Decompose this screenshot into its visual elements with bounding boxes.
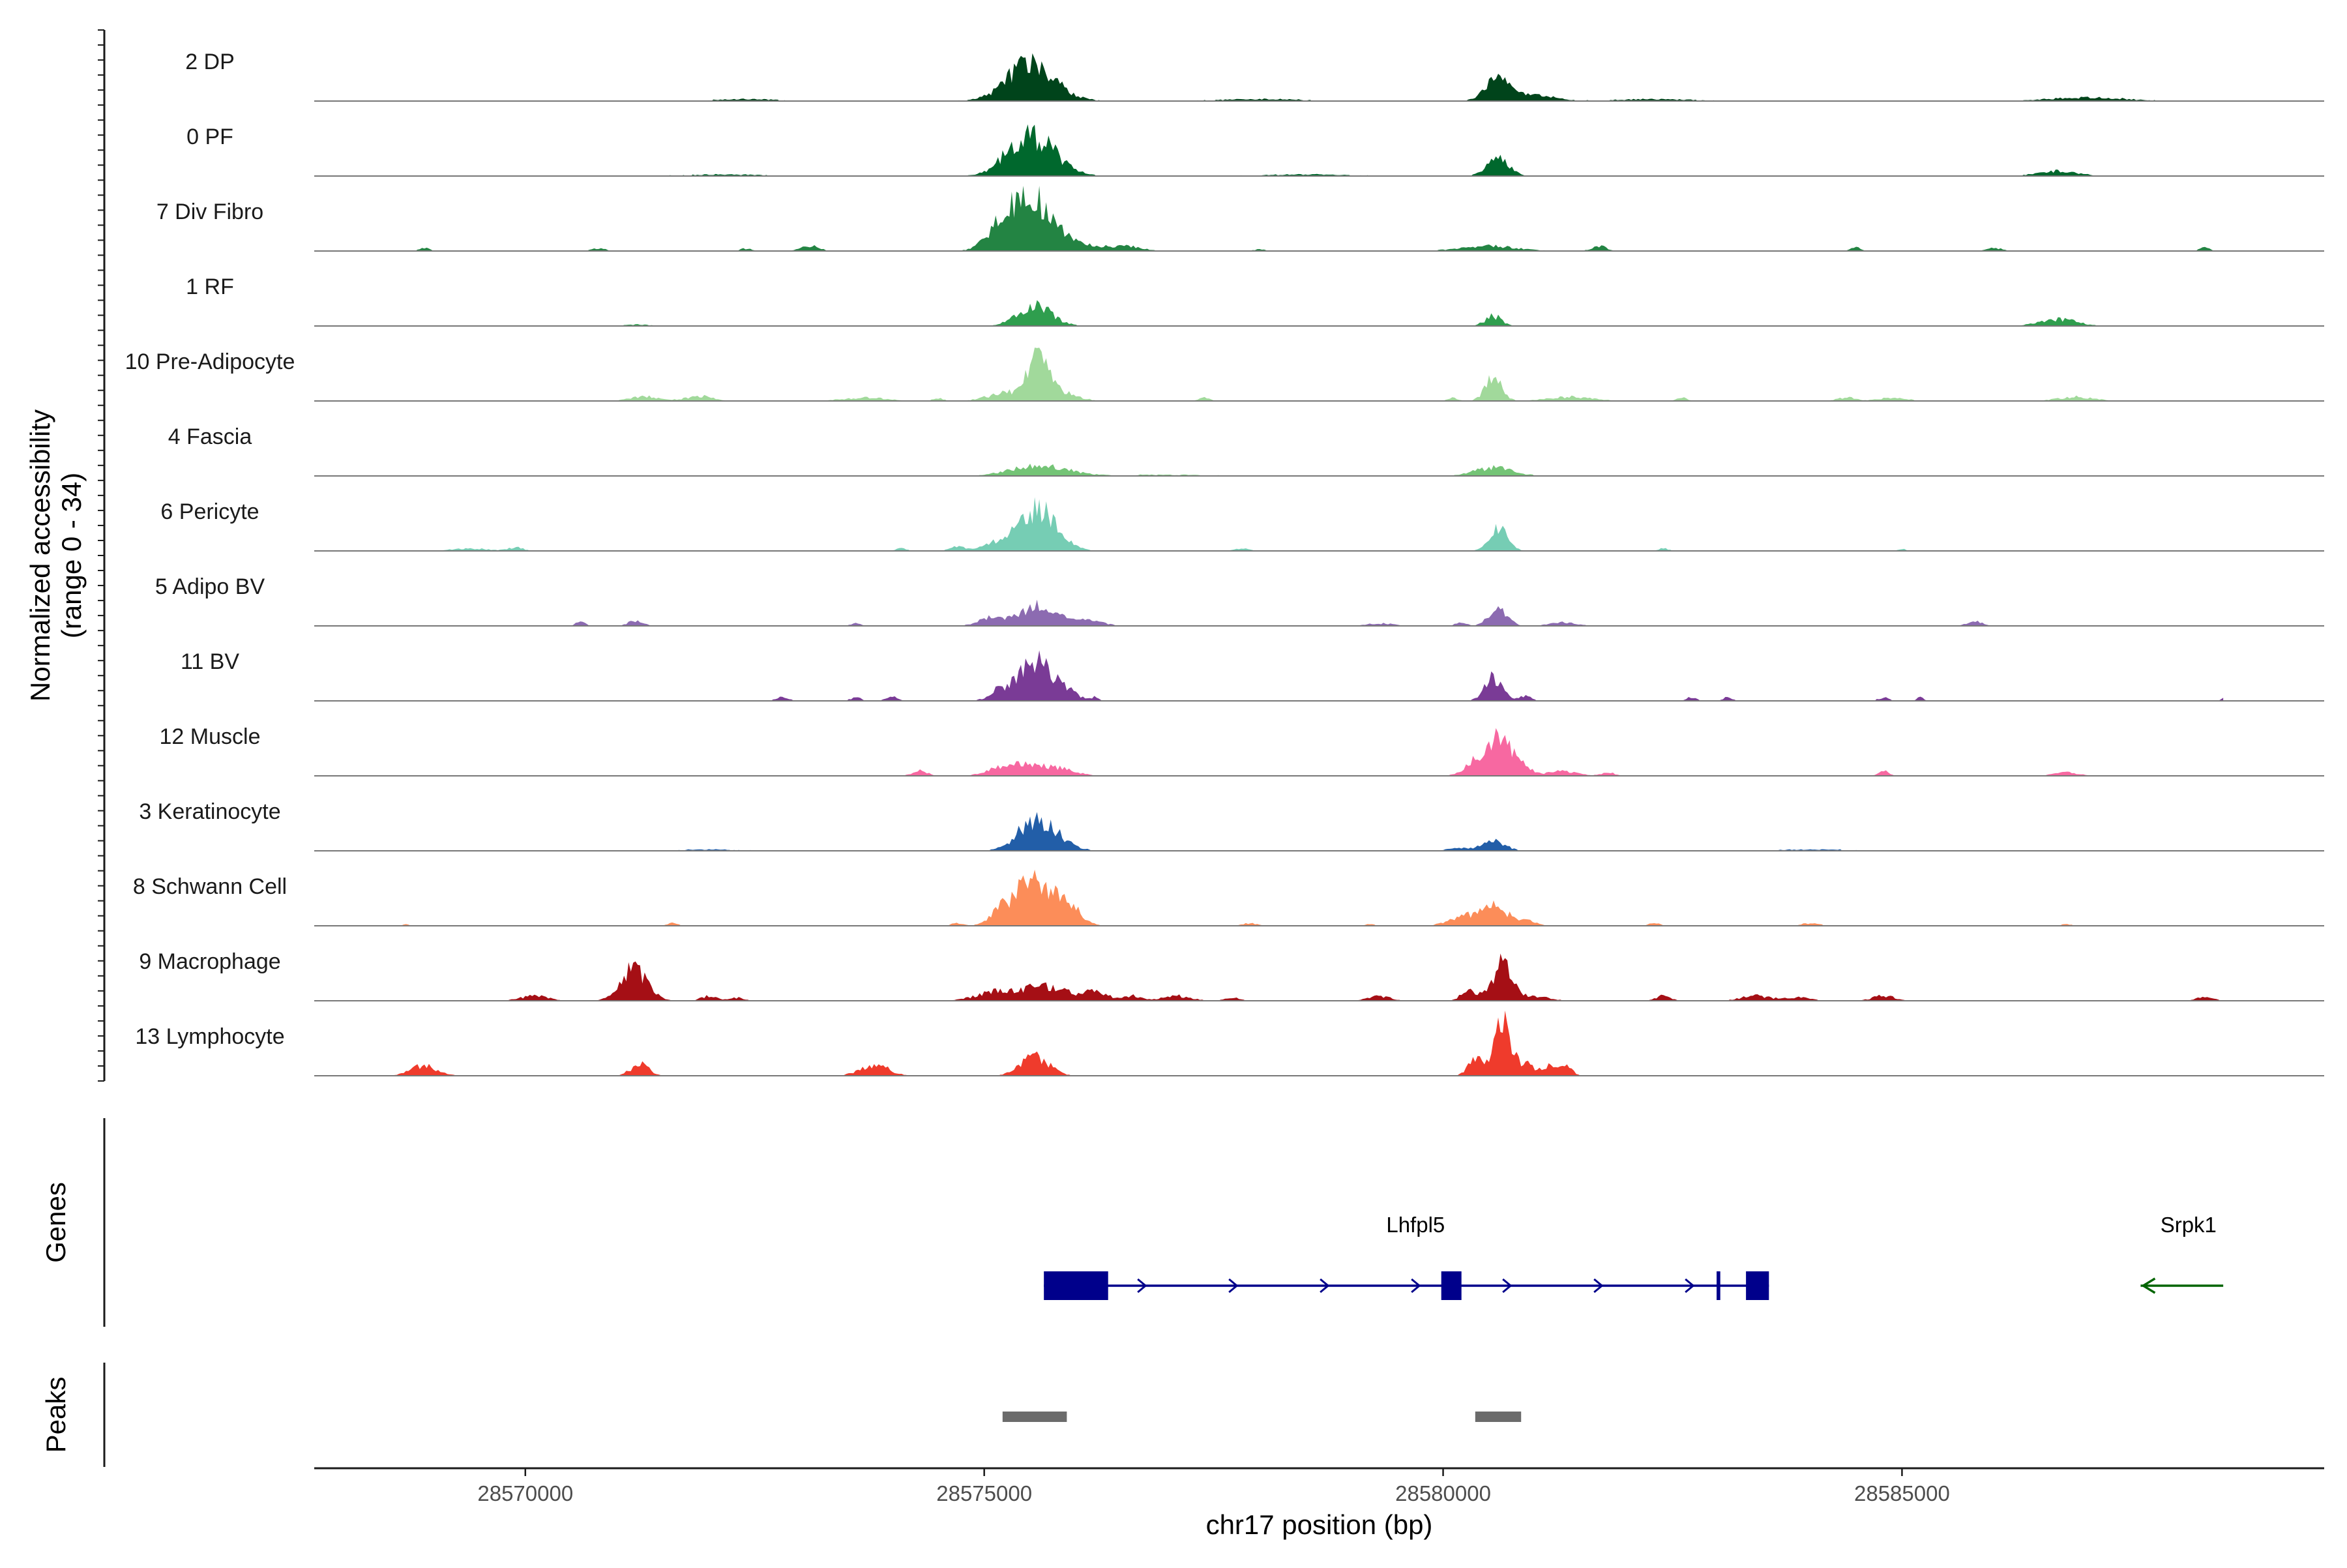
track-label-3: 7 Div Fibro [156, 200, 263, 224]
coverage-area-3 [342, 186, 2224, 251]
track-label-8: 5 Adipo BV [155, 574, 265, 599]
strand-arrow-icon [1502, 1278, 1513, 1294]
strand-arrow-icon [1137, 1278, 1147, 1294]
y-axis-label: Normalized accessibility [25, 409, 55, 702]
coverage-area-13 [342, 953, 2224, 1001]
x-tick-label-4: 28585000 [1854, 1481, 1950, 1505]
gene-label-Lhfpl5: Lhfpl5 [1386, 1213, 1445, 1237]
strand-arrow-icon [1593, 1278, 1604, 1294]
gene-exon-Lhfpl5-2 [1441, 1271, 1462, 1300]
track-label-14: 13 Lymphocyte [135, 1024, 284, 1049]
x-tick-label-2: 28575000 [936, 1481, 1032, 1505]
peaks-track-label: Peaks [40, 1377, 71, 1453]
track-label-9: 11 BV [181, 649, 239, 674]
coverage-area-14 [342, 1011, 2224, 1076]
coverage-area-10 [342, 728, 2224, 776]
coverage-area-8 [342, 599, 2224, 626]
track-label-12: 8 Schwann Cell [133, 874, 287, 899]
track-label-5: 10 Pre-Adipocyte [125, 349, 295, 374]
track-label-1: 2 DP [185, 50, 235, 74]
strand-arrow-icon [2141, 1277, 2156, 1294]
coverage-area-12 [342, 869, 2224, 926]
x-axis-label: chr17 position (bp) [1206, 1509, 1433, 1540]
gene-exon-Lhfpl5-1 [1044, 1271, 1108, 1300]
peak-region-1 [1002, 1412, 1067, 1422]
y-axis-range-label: (range 0 - 34) [56, 473, 87, 638]
track-label-7: 6 Pericyte [160, 499, 259, 524]
track-label-6: 4 Fascia [168, 424, 252, 449]
gene-label-Srpk1: Srpk1 [2161, 1213, 2217, 1237]
genes-track-label: Genes [40, 1182, 71, 1263]
gene-exon-Lhfpl5-4 [1746, 1271, 1769, 1300]
coverage-area-7 [342, 497, 2224, 551]
strand-arrow-icon [1228, 1278, 1239, 1294]
strand-arrow-icon [1411, 1278, 1421, 1294]
coverage-area-9 [342, 650, 2224, 701]
track-label-2: 0 PF [186, 125, 233, 149]
peak-region-2 [1475, 1412, 1522, 1422]
coverage-area-11 [342, 812, 2224, 851]
strand-arrow-icon [1320, 1278, 1330, 1294]
track-label-13: 9 Macrophage [139, 949, 280, 974]
track-label-10: 12 Muscle [160, 724, 261, 749]
coverage-area-6 [342, 464, 2224, 476]
gene-exon-Lhfpl5-3 [1717, 1271, 1720, 1300]
coverage-area-2 [342, 124, 2224, 176]
coverage-area-4 [342, 300, 2224, 326]
coverage-area-1 [342, 53, 2224, 101]
track-label-11: 3 Keratinocyte [139, 799, 280, 824]
x-tick-label-3: 28580000 [1395, 1481, 1491, 1505]
x-tick-label-1: 28570000 [477, 1481, 573, 1505]
track-label-4: 1 RF [186, 274, 234, 299]
strand-arrow-icon [1685, 1278, 1695, 1294]
coverage-area-5 [342, 348, 2224, 401]
